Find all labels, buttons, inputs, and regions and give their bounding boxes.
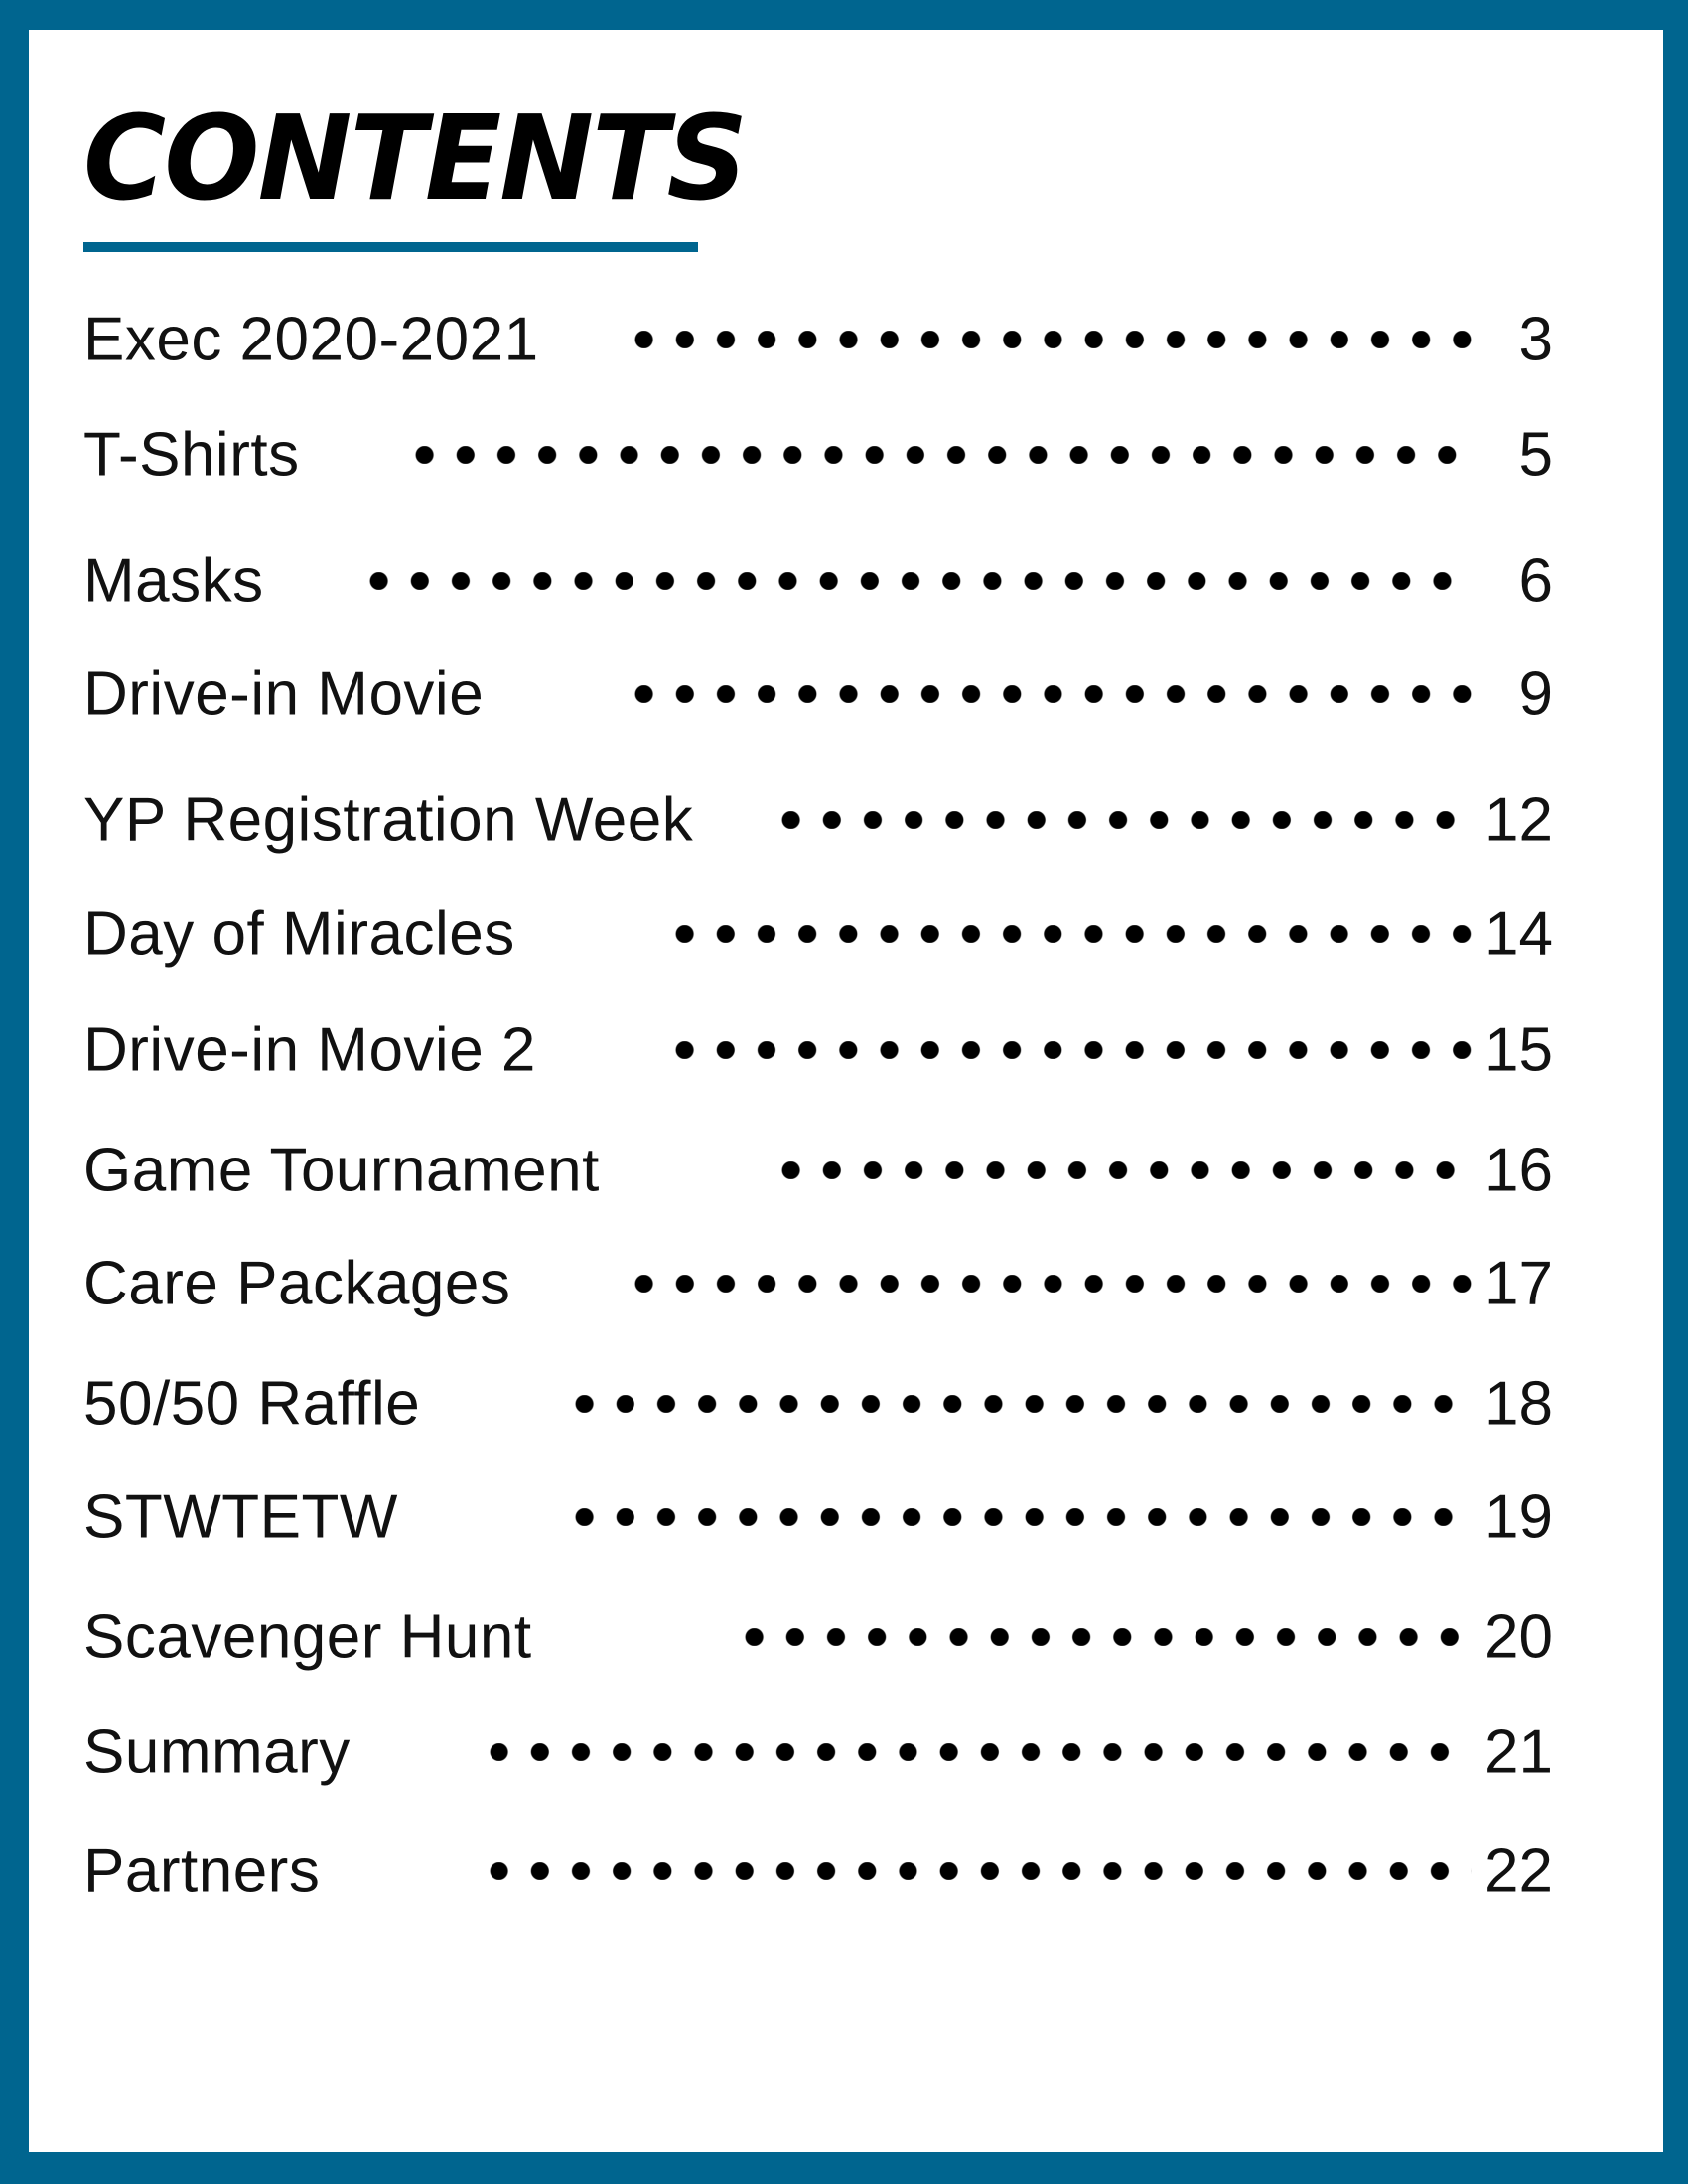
toc-entry-label: 50/50 Raffle: [83, 1369, 421, 1438]
toc-entry-label: Game Tournament: [83, 1136, 600, 1205]
toc-entry[interactable]: Drive-in Movie 2 15: [83, 1011, 1553, 1090]
dot-leader: [404, 446, 1467, 464]
toc-entry-label: Summary: [83, 1717, 351, 1787]
dot-leader: [564, 1508, 1466, 1526]
toc-entry-page: 6: [1518, 546, 1553, 615]
toc-entry[interactable]: Exec 2020-2021 3: [83, 300, 1553, 379]
dot-leader: [479, 1743, 1464, 1761]
toc-entry[interactable]: Scavenger Hunt 20: [83, 1597, 1553, 1677]
toc-entry[interactable]: Masks 6: [83, 541, 1553, 620]
toc-entry[interactable]: T-Shirts 5: [83, 415, 1553, 494]
toc-entry-label: YP Registration Week: [83, 785, 694, 855]
toc-entry[interactable]: Day of Miracles 14: [83, 894, 1553, 974]
toc-entry-label: Scavenger Hunt: [83, 1602, 532, 1672]
page: CONTENTS Exec 2020-2021 3 T-Shirts 5 Mas…: [29, 30, 1663, 2152]
dot-leader: [624, 331, 1474, 348]
dot-leader: [564, 1395, 1466, 1413]
dot-leader: [664, 925, 1474, 943]
toc-entry-page: 22: [1484, 1837, 1553, 1906]
toc-entry-label: Drive-in Movie 2: [83, 1016, 536, 1085]
dot-leader: [734, 1628, 1474, 1646]
dot-leader: [664, 1041, 1474, 1059]
dot-leader: [358, 572, 1463, 590]
toc-entry-label: T-Shirts: [83, 420, 300, 489]
toc-entry[interactable]: Drive-in Movie 9: [83, 654, 1553, 734]
toc-entry-label: Partners: [83, 1837, 321, 1906]
toc-entry[interactable]: YP Registration Week 12: [83, 780, 1553, 860]
toc-entry[interactable]: STWTETW 19: [83, 1477, 1553, 1557]
toc-entry-label: Drive-in Movie: [83, 659, 485, 729]
toc-entry-page: 21: [1484, 1717, 1553, 1787]
toc-entry-label: Care Packages: [83, 1249, 511, 1318]
toc-entry-label: STWTETW: [83, 1482, 398, 1552]
toc-entry-page: 18: [1484, 1369, 1553, 1438]
toc-entry-page: 9: [1518, 659, 1553, 729]
toc-entry-label: Masks: [83, 546, 264, 615]
dot-leader: [479, 1862, 1472, 1880]
toc-entry-label: Exec 2020-2021: [83, 305, 539, 374]
toc-entry-page: 14: [1484, 899, 1553, 969]
toc-entry-page: 17: [1484, 1249, 1553, 1318]
toc-entry-label: Day of Miracles: [83, 899, 515, 969]
dot-leader: [624, 1275, 1474, 1293]
toc-entry[interactable]: Game Tournament 16: [83, 1131, 1553, 1210]
toc-entry-page: 16: [1484, 1136, 1553, 1205]
toc-entry[interactable]: Partners 22: [83, 1832, 1553, 1911]
toc-entry-page: 15: [1484, 1016, 1553, 1085]
toc-entry-page: 19: [1484, 1482, 1553, 1552]
toc-entry[interactable]: 50/50 Raffle 18: [83, 1364, 1553, 1443]
toc-entry-page: 3: [1518, 305, 1553, 374]
toc-entry[interactable]: Summary 21: [83, 1712, 1553, 1792]
toc-entry-page: 12: [1484, 785, 1553, 855]
table-of-contents: Exec 2020-2021 3 T-Shirts 5 Masks 6 Driv…: [29, 30, 1663, 2152]
toc-entry-page: 20: [1484, 1602, 1553, 1672]
dot-leader: [624, 685, 1474, 703]
toc-entry[interactable]: Care Packages 17: [83, 1244, 1553, 1323]
title-underline: [83, 242, 698, 252]
dot-leader: [771, 1161, 1466, 1179]
toc-entry-page: 5: [1518, 420, 1553, 489]
page-title: CONTENTS: [83, 89, 748, 226]
dot-leader: [771, 811, 1466, 829]
